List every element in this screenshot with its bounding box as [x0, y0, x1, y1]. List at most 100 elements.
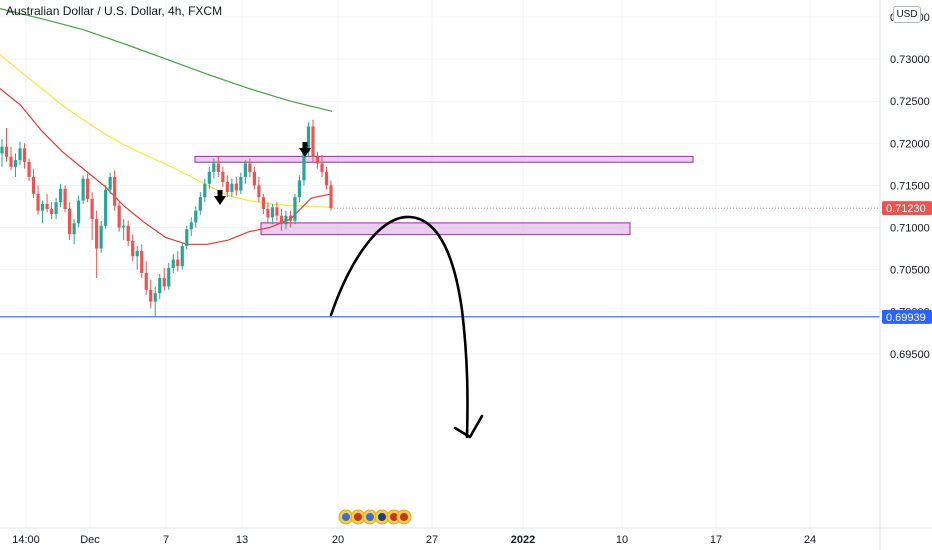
candle: [131, 234, 135, 262]
candle: [320, 155, 324, 177]
candle: [315, 151, 320, 169]
candle: [86, 173, 90, 203]
y-tick-label: 0.72500: [890, 96, 930, 108]
candle: [162, 267, 166, 291]
candle: [167, 262, 171, 290]
x-tick-label: 2022: [511, 534, 535, 546]
support-price-label: 0.69939: [886, 312, 926, 324]
candle: [194, 206, 198, 228]
candle: [90, 192, 94, 241]
currency-button[interactable]: USD: [893, 6, 921, 23]
peak-arrow-1-icon: [214, 190, 226, 205]
x-tick-label: 17: [710, 534, 722, 546]
forecast-arrowhead: [453, 414, 484, 439]
event-flag-icon[interactable]: [350, 509, 366, 525]
last-price-label: 0.71230: [886, 203, 926, 215]
chart-title: Australian Dollar / U.S. Dollar, 4h, FXC…: [6, 4, 223, 18]
candle: [149, 279, 153, 309]
x-tick-label: Dec: [80, 534, 100, 546]
candle: [257, 176, 261, 203]
candle: [153, 286, 157, 316]
last-price-tag: 0.71230: [882, 201, 932, 216]
support-price-tag: 0.69939: [882, 309, 932, 324]
candle: [72, 219, 76, 245]
candle: [275, 202, 279, 221]
x-tick-label: 27: [426, 534, 438, 546]
x-tick-label: 24: [804, 534, 816, 546]
candle: [185, 225, 189, 250]
candle: [140, 244, 144, 279]
candle: [54, 198, 58, 220]
candle: [158, 273, 162, 300]
candle: [297, 175, 302, 203]
candle: [180, 242, 184, 270]
candle: [144, 261, 148, 295]
forecast-curve: [329, 215, 469, 439]
candle: [266, 202, 270, 223]
candle: [108, 172, 112, 194]
candle: [329, 180, 333, 211]
candle: [230, 178, 234, 198]
y-tick-label: 0.71000: [890, 223, 930, 235]
x-tick-label: 10: [616, 534, 628, 546]
x-tick-label: 7: [163, 534, 169, 546]
economic-events[interactable]: [338, 509, 412, 525]
candle: [22, 143, 27, 169]
candles-layer: [0, 119, 333, 316]
candle: [0, 139, 4, 167]
candle: [81, 175, 85, 204]
resistance-zone-1[interactable]: [194, 155, 694, 163]
event-flag-icon[interactable]: [396, 509, 412, 525]
candle: [189, 217, 193, 236]
peak-arrow-2-icon: [299, 142, 311, 157]
event-flag-icon[interactable]: [362, 509, 378, 525]
candle: [243, 160, 247, 184]
candle: [122, 219, 126, 241]
candle: [198, 192, 202, 215]
candle: [279, 208, 284, 231]
candle: [104, 185, 108, 230]
event-flag-icon[interactable]: [374, 509, 390, 525]
candle: [13, 153, 18, 177]
y-tick-label: 0.73000: [890, 54, 930, 66]
candle: [27, 158, 31, 182]
candle: [63, 185, 67, 213]
candle: [4, 128, 9, 162]
candle: [18, 141, 22, 166]
candle: [261, 193, 265, 215]
candle: [234, 176, 238, 196]
x-tick-label: 20: [332, 534, 344, 546]
candle: [248, 158, 252, 177]
candle: [324, 166, 329, 190]
candle: [252, 166, 256, 190]
candle: [77, 195, 81, 228]
candle: [176, 251, 180, 272]
candle: [40, 200, 45, 224]
candle: [99, 220, 103, 253]
candle: [117, 200, 121, 232]
candle: [203, 178, 207, 203]
y-tick-label: 0.70500: [890, 265, 930, 277]
x-tick-label: 13: [236, 534, 248, 546]
candle: [225, 175, 229, 198]
candle: [216, 156, 220, 177]
y-tick-label: 0.69500: [890, 349, 930, 361]
candle: [36, 185, 40, 215]
candle: [293, 193, 297, 225]
grid-lines: [0, 0, 880, 528]
price-axis[interactable]: 0.735000.730000.725000.720000.715000.710…: [890, 12, 930, 361]
candle: [171, 254, 175, 273]
candle: [49, 202, 54, 220]
time-axis[interactable]: 14:00 Dec 7 13 20 27 2022 10 17 24: [12, 534, 816, 546]
candle: [239, 172, 243, 194]
moving-average-green: [0, 8, 333, 112]
zones-layer[interactable]: [194, 155, 694, 236]
candle: [207, 166, 211, 189]
resistance-zone-2[interactable]: [260, 222, 631, 236]
candle: [31, 168, 36, 199]
candle: [135, 246, 139, 270]
candle: [284, 210, 288, 230]
candle: [126, 220, 130, 247]
candle: [58, 183, 63, 208]
